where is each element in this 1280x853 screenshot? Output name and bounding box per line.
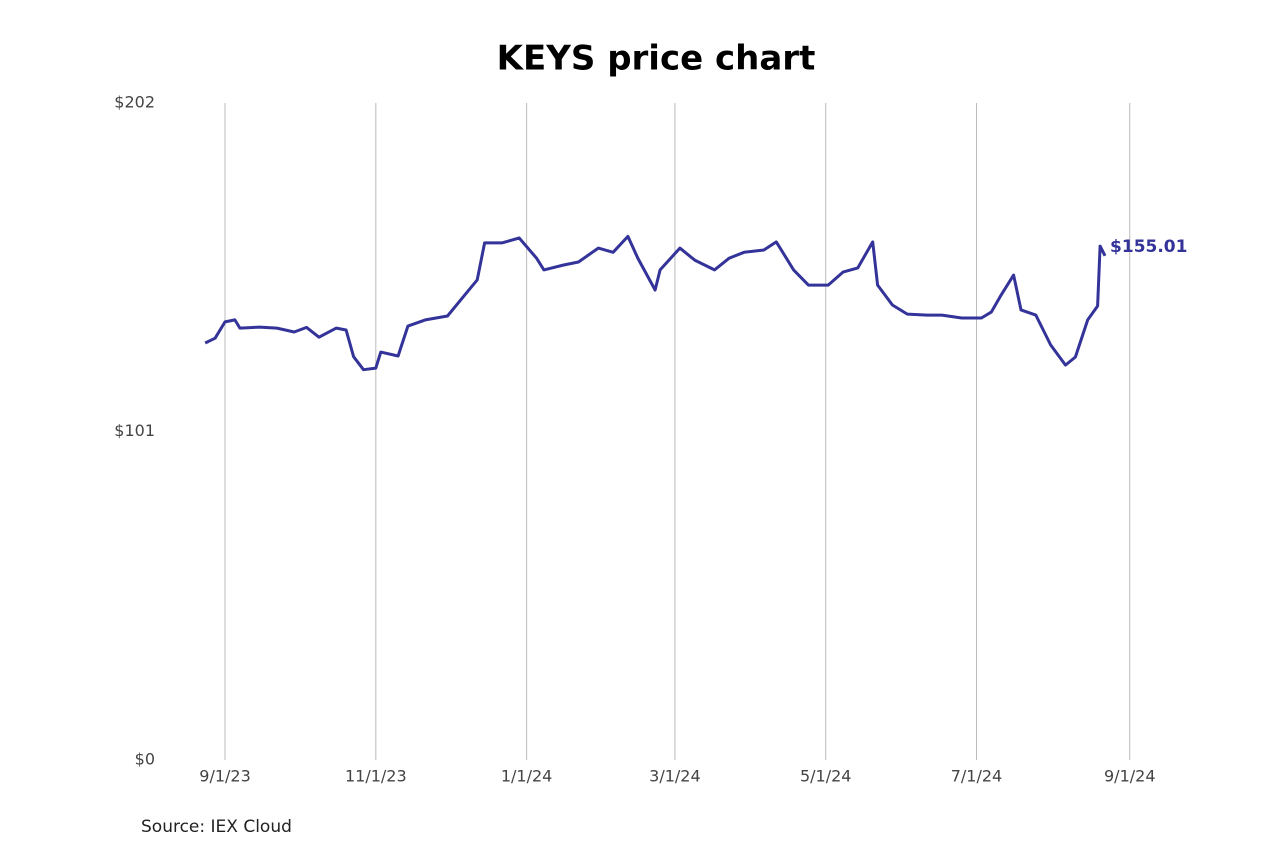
x-tick-label: 11/1/23 [345,767,407,786]
source-note: Source: IEX Cloud [141,817,292,837]
price-line [204,234,1107,372]
x-tick-label: 9/1/24 [1104,767,1156,786]
x-tick-label: 5/1/24 [800,767,852,786]
y-tick-label: $0 [135,750,155,769]
value-label: $155.01 [1110,237,1187,257]
y-tick-label: $101 [114,421,155,440]
x-tick-label: 7/1/24 [951,767,1003,786]
x-tick-label: 9/1/23 [199,767,251,786]
chart-title: KEYS price chart [497,39,816,79]
x-tick-label: 3/1/24 [649,767,701,786]
y-tick-label: $202 [114,93,155,112]
x-tick-label: 1/1/24 [501,767,553,786]
